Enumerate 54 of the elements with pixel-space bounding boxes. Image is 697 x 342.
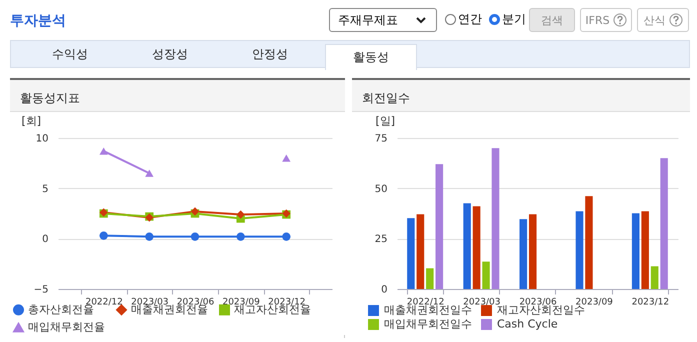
y-tick-label: 10: [36, 134, 48, 144]
text: 활동성: [325, 44, 417, 70]
legend-label: 매입채무회전일수: [384, 318, 472, 330]
bar: [585, 196, 593, 289]
bar: [520, 219, 528, 289]
y-axis-title: [회]: [22, 114, 42, 128]
y-axis-title: [일]: [376, 114, 396, 128]
legend-label: Cash Cycle: [497, 318, 558, 330]
bar: [492, 148, 500, 289]
text: IFRS: [585, 14, 610, 26]
y-tick-label: 0: [381, 284, 388, 296]
bar: [576, 211, 584, 289]
dropdown: 주재무제표: [329, 8, 437, 32]
point: [99, 147, 108, 155]
point: [236, 210, 245, 219]
text: 연간: [458, 11, 482, 28]
y-tick-label: 5: [42, 184, 48, 195]
text: 분기: [502, 11, 526, 28]
bar: [650, 266, 658, 289]
point: [145, 170, 154, 177]
text: 투자분석: [10, 12, 66, 30]
text: 성장성: [151, 46, 189, 63]
point: [99, 231, 108, 240]
bar: [472, 206, 480, 289]
bar: [426, 268, 434, 289]
bar: [632, 213, 640, 289]
legend-label: 재고자산회전일수: [497, 304, 585, 317]
point: [282, 154, 291, 162]
bar: [436, 164, 444, 289]
point: [190, 232, 200, 241]
bar: [482, 262, 490, 289]
y-tick-label: 50: [374, 184, 388, 195]
text: 안정성: [251, 46, 289, 63]
y-tick-label: −5: [34, 284, 48, 296]
bar: [407, 218, 415, 289]
y-tick-label: 25: [374, 234, 388, 246]
bar: [528, 214, 537, 289]
text: 산식: [644, 12, 666, 28]
x-tick-label: 2023/12: [632, 298, 670, 308]
chart-title: 활동성지표: [10, 80, 345, 112]
legend-label: 매출채권회전일수: [384, 304, 472, 317]
text: 수익성: [51, 46, 89, 63]
y-tick-label: 75: [374, 134, 388, 144]
bar: [660, 158, 668, 289]
y-tick-label: 0: [42, 234, 48, 246]
bar: [463, 203, 471, 289]
point: [236, 232, 245, 241]
point: [145, 232, 154, 241]
button: 검색: [529, 8, 575, 32]
bar: [641, 211, 649, 289]
point: [282, 232, 291, 241]
legend-label: 매입채무회전율: [28, 320, 105, 334]
chart-title: 회전일수: [352, 80, 690, 112]
bar: [416, 214, 424, 289]
